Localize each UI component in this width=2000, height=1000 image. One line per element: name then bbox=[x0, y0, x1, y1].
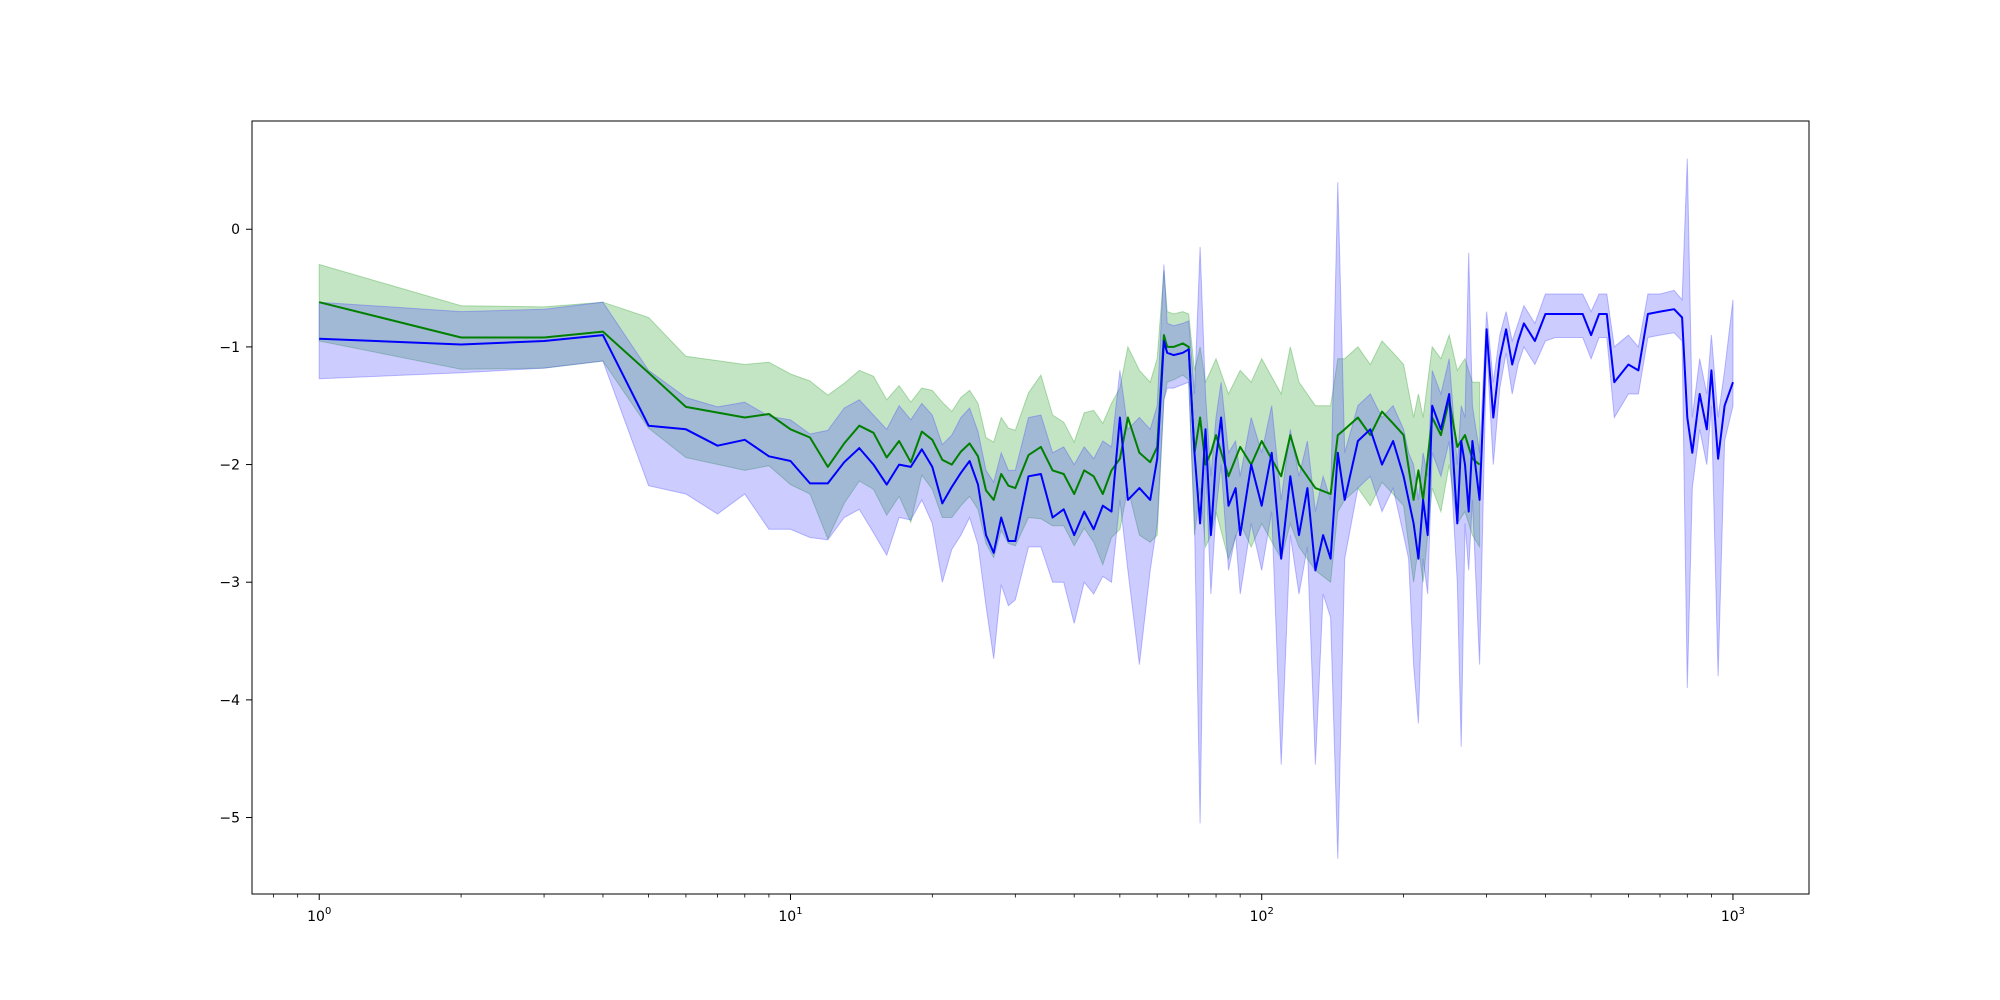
series-0-band bbox=[318, 263, 1481, 584]
y-tick-label: −5 bbox=[219, 811, 240, 827]
series-lines bbox=[318, 301, 1734, 572]
x-tick-label: 100 bbox=[307, 906, 331, 925]
x-axis: 100 101 102 103 bbox=[273, 894, 1745, 925]
y-tick-label: −4 bbox=[219, 693, 240, 709]
confidence-bands bbox=[318, 158, 1734, 859]
series-0-line bbox=[318, 301, 1481, 501]
y-axis: 0 −1 −2 −3 −4 −5 bbox=[219, 222, 252, 827]
x-tick-label: 103 bbox=[1721, 906, 1745, 925]
y-tick-label: 0 bbox=[231, 222, 240, 238]
y-tick-label: −3 bbox=[219, 575, 240, 591]
series-1-line bbox=[319, 308, 1734, 572]
series-1-band bbox=[318, 158, 1734, 859]
x-tick-label: 101 bbox=[778, 906, 802, 925]
y-tick-label: −1 bbox=[219, 340, 240, 356]
y-tick-label: −2 bbox=[219, 458, 240, 474]
plot-frame bbox=[251, 120, 1810, 895]
x-tick-label: 102 bbox=[1250, 906, 1274, 925]
